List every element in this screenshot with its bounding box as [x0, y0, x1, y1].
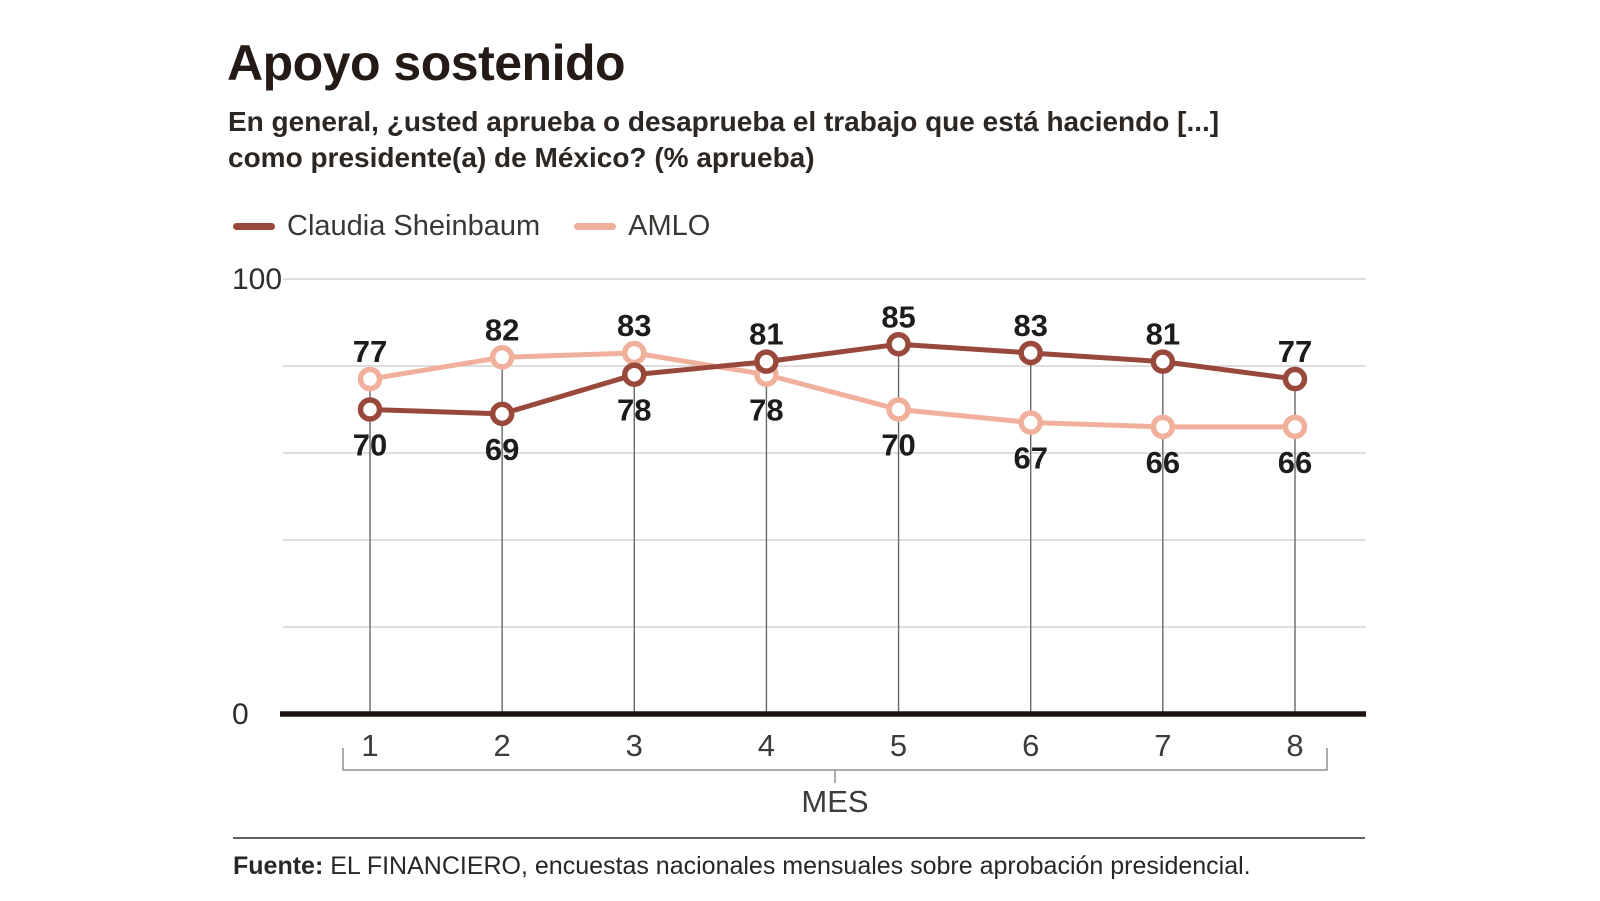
footer-divider: [233, 837, 1365, 839]
x-axis-label: MES: [801, 784, 868, 819]
value-label-claudia-sheinbaum-month-1: 70: [353, 428, 387, 463]
y-axis-tick-0: 0: [232, 698, 249, 731]
legend-item-amlo: AMLO: [574, 210, 710, 243]
x-axis-tick-6: 6: [1022, 728, 1039, 763]
legend-swatch-amlo: [574, 223, 617, 230]
data-point-claudia-sheinbaum-month-4: [754, 349, 779, 374]
data-point-claudia-sheinbaum-month-7: [1150, 349, 1176, 374]
value-label-claudia-sheinbaum-month-4: 81: [749, 317, 783, 352]
source-label: Fuente:: [233, 852, 324, 880]
x-axis-tick-4: 4: [758, 728, 775, 763]
chart-subtitle-line2: como presidente(a) de México? (% aprueba…: [228, 142, 815, 173]
value-label-amlo-month-4: 78: [749, 393, 783, 428]
data-point-amlo-month-1: [357, 366, 383, 392]
source-note: Fuente: EL FINANCIERO, encuestas naciona…: [233, 852, 1251, 881]
x-axis-tick-3: 3: [626, 728, 643, 763]
x-axis-tick-2: 2: [494, 728, 511, 763]
value-label-claudia-sheinbaum-month-5: 85: [881, 299, 915, 334]
data-point-amlo-month-7: [1150, 414, 1176, 440]
data-point-amlo-month-3: [622, 340, 647, 366]
value-label-claudia-sheinbaum-month-6: 83: [1013, 308, 1047, 343]
x-axis-tick-1: 1: [361, 728, 378, 763]
data-point-claudia-sheinbaum-month-6: [1018, 340, 1043, 366]
x-axis-bracket: [342, 748, 1328, 771]
x-axis-tick-7: 7: [1154, 728, 1171, 763]
legend-item-claudia-sheinbaum: Claudia Sheinbaum: [233, 210, 540, 243]
data-point-amlo-month-2: [489, 345, 515, 370]
data-point-claudia-sheinbaum-month-2: [489, 401, 515, 427]
legend-label-amlo: AMLO: [628, 210, 711, 242]
value-label-amlo-month-2: 82: [485, 312, 519, 347]
data-point-amlo-month-6: [1018, 410, 1043, 435]
legend-swatch-claudia-sheinbaum: [233, 223, 275, 230]
x-axis-tick-8: 8: [1286, 728, 1303, 763]
value-label-claudia-sheinbaum-month-2: 69: [485, 432, 519, 467]
source-text: EL FINANCIERO, encuestas nacionales mens…: [330, 852, 1251, 880]
value-label-amlo-month-6: 67: [1013, 441, 1047, 476]
value-label-amlo-month-8: 66: [1278, 445, 1312, 480]
legend-label-claudia-sheinbaum: Claudia Sheinbaum: [287, 210, 541, 242]
line-claudia-sheinbaum: [367, 341, 1298, 417]
value-label-claudia-sheinbaum-month-7: 81: [1146, 317, 1180, 352]
value-label-amlo-month-7: 66: [1146, 445, 1180, 480]
value-label-amlo-month-3: 83: [617, 308, 651, 343]
chart-subtitle: En general, ¿usted aprueba o desaprueba …: [228, 104, 1408, 176]
value-label-amlo-month-5: 70: [881, 428, 915, 463]
value-label-amlo-month-1: 77: [353, 334, 387, 369]
data-point-claudia-sheinbaum-month-5: [886, 332, 911, 357]
chart-subtitle-line1: En general, ¿usted aprueba o desaprueba …: [228, 106, 1220, 137]
data-point-claudia-sheinbaum-month-3: [622, 362, 647, 387]
x-axis-tick-5: 5: [890, 728, 907, 763]
data-point-amlo-month-5: [886, 397, 911, 422]
y-axis-tick-100: 100: [232, 263, 282, 296]
line-amlo: [367, 350, 1298, 430]
chart-title: Apoyo sostenido: [227, 35, 626, 91]
data-point-claudia-sheinbaum-month-8: [1282, 366, 1308, 392]
legend: Claudia Sheinbaum AMLO: [233, 210, 710, 243]
data-point-claudia-sheinbaum-month-1: [357, 397, 383, 422]
value-label-claudia-sheinbaum-month-3: 78: [617, 393, 651, 428]
value-label-claudia-sheinbaum-month-8: 77: [1278, 334, 1312, 369]
data-point-amlo-month-8: [1282, 414, 1308, 440]
